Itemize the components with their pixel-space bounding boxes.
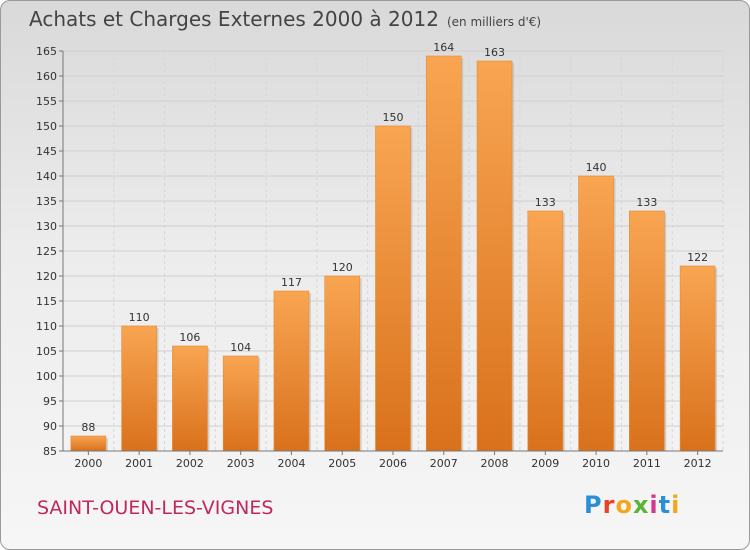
y-tick-label: 90 [43, 420, 57, 433]
logo-letter: x [632, 491, 650, 519]
x-tick-label: 2010 [582, 457, 610, 470]
bar [629, 210, 665, 452]
bars-layer [70, 55, 718, 452]
y-tick-label: 100 [36, 370, 57, 383]
y-tick-label: 85 [43, 445, 57, 458]
x-tick-label: 2011 [633, 457, 661, 470]
commune-name: SAINT-OUEN-LES-VIGNES [37, 497, 274, 519]
bar-value-label: 133 [535, 196, 556, 209]
bar-value-label: 110 [129, 311, 150, 324]
bar-value-label: 106 [179, 331, 200, 344]
x-tick-label: 2005 [328, 457, 356, 470]
proxiti-logo[interactable]: Proxiti [584, 491, 680, 519]
bar [70, 435, 107, 452]
bar [172, 345, 208, 452]
bar [324, 275, 361, 452]
x-tick-label: 2003 [227, 457, 255, 470]
x-tick-label: 2006 [379, 457, 407, 470]
labels-layer: 88 110 106 104 117 120 150 164 163 133 140 133 122 [81, 41, 708, 434]
bar [121, 325, 157, 452]
y-tick-label: 150 [36, 120, 57, 133]
bar-value-label: 163 [484, 46, 505, 59]
y-tick-label: 95 [43, 395, 57, 408]
chart-unit: (en milliers d'€) [446, 15, 542, 29]
bar [273, 290, 310, 452]
bar [476, 60, 513, 452]
bar [375, 125, 411, 452]
logo-letter: o [615, 491, 633, 519]
bar [527, 210, 564, 452]
y-tick-label: 155 [36, 95, 57, 108]
x-tick-label: 2001 [125, 457, 153, 470]
x-tick-label: 2007 [430, 457, 458, 470]
y-tick-label: 125 [36, 245, 57, 258]
bar-value-label: 164 [433, 41, 454, 54]
bar-value-label: 122 [687, 251, 708, 264]
bar-value-label: 133 [636, 196, 657, 209]
bar-value-label: 150 [383, 111, 404, 124]
y-tick-label: 160 [36, 70, 57, 83]
x-tick-label: 2008 [481, 457, 509, 470]
logo-letter: i [671, 491, 681, 519]
y-tick-label: 145 [36, 145, 57, 158]
bar-value-label: 88 [81, 421, 95, 434]
y-tick-label: 140 [36, 170, 57, 183]
y-tick-label: 165 [36, 45, 57, 58]
y-tick-label: 105 [36, 345, 57, 358]
logo-letter: r [602, 491, 616, 519]
chart-title: Achats et Charges Externes 2000 à 2012 [29, 7, 439, 31]
axis-layer: 85 90 95 100 105 110 115 120 125 130 135 140 145 150 1… [36, 45, 723, 470]
bar-value-label: 140 [586, 161, 607, 174]
y-tick-label: 130 [36, 220, 57, 233]
y-tick-label: 120 [36, 270, 57, 283]
x-tick-label: 2004 [277, 457, 305, 470]
bar-value-label: 117 [281, 276, 302, 289]
bar [578, 175, 614, 452]
chart-title-block: Achats et Charges Externes 2000 à 2012 (e… [29, 7, 541, 31]
logo-letter: i [649, 491, 659, 519]
x-tick-label: 2002 [176, 457, 204, 470]
y-tick-label: 115 [36, 295, 57, 308]
bar-value-label: 104 [230, 341, 251, 354]
bar [679, 265, 716, 452]
x-tick-label: 2000 [74, 457, 102, 470]
bar [222, 355, 259, 452]
bar-value-label: 120 [332, 261, 353, 274]
x-tick-label: 2012 [684, 457, 712, 470]
y-tick-label: 110 [36, 320, 57, 333]
x-tick-label: 2009 [531, 457, 559, 470]
bar [425, 55, 462, 452]
logo-letter: P [584, 491, 603, 519]
y-tick-label: 135 [36, 195, 57, 208]
logo-letter: t [658, 491, 672, 519]
